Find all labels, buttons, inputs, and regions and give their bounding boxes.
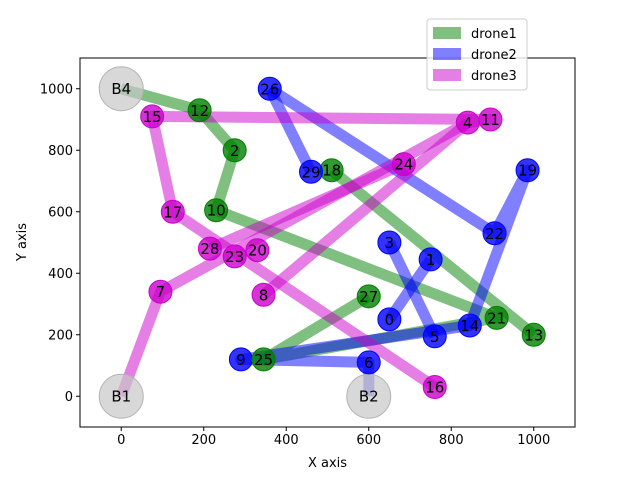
plot-frame — [79, 57, 576, 428]
node-label-6: 6 — [364, 354, 374, 372]
node-marker-12 — [187, 98, 212, 123]
node-label-11: 11 — [481, 111, 500, 129]
route-drone2-2 — [264, 86, 316, 175]
base-label-b4: B4 — [111, 80, 131, 98]
x-axis-label: X axis — [308, 456, 347, 471]
node-marker-19 — [515, 158, 540, 183]
route-drone3-8 — [260, 118, 472, 300]
y-tick-label-0: 0 — [65, 390, 73, 405]
node-label-7: 7 — [156, 283, 166, 301]
y-tick-label-1000: 1000 — [40, 82, 73, 97]
node-marker-2 — [222, 138, 247, 163]
node-marker-29 — [299, 159, 323, 184]
legend: drone1 drone2 drone3 — [426, 18, 528, 91]
node-marker-13 — [521, 322, 546, 347]
node-marker-6 — [356, 350, 381, 375]
x-tick-label-600: 600 — [356, 433, 381, 448]
node-label-10: 10 — [207, 202, 226, 220]
node-marker-24 — [391, 152, 416, 177]
legend-swatch-drone1 — [433, 27, 461, 39]
node-label-22: 22 — [485, 225, 504, 243]
bases-layer: B4 B1 B2 — [98, 66, 392, 419]
route-drone3-7 — [207, 159, 406, 254]
node-marker-10 — [204, 198, 229, 223]
x-tick-label-0: 0 — [117, 433, 125, 448]
node-marker-7 — [148, 279, 173, 304]
node-label-25: 25 — [254, 351, 273, 369]
y-tick-label-800: 800 — [48, 144, 73, 159]
legend-label-drone1: drone1 — [471, 27, 517, 42]
node-marker-20 — [245, 238, 270, 263]
node-marker-1 — [418, 247, 443, 272]
node-marker-11 — [478, 107, 503, 132]
y-tick-label-200: 200 — [48, 328, 73, 343]
node-marker-25 — [251, 347, 276, 372]
y-ticks: 0 200 400 600 800 1000 — [40, 82, 80, 405]
base-marker-b4 — [98, 66, 144, 112]
node-label-15: 15 — [143, 108, 162, 126]
node-marker-26 — [257, 76, 282, 101]
node-marker-17 — [160, 199, 185, 224]
node-marker-16 — [422, 375, 447, 400]
node-label-18: 18 — [322, 162, 341, 180]
node-marker-21 — [484, 305, 509, 330]
node-label-29: 29 — [301, 163, 320, 181]
base-label-b2: B2 — [359, 387, 379, 405]
node-label-28: 28 — [200, 240, 219, 258]
legend-label-drone2: drone2 — [471, 48, 517, 63]
node-marker-8 — [251, 282, 276, 307]
x-tick-label-800: 800 — [439, 433, 464, 448]
node-label-12: 12 — [190, 102, 209, 120]
node-marker-22 — [482, 221, 507, 246]
x-tick-label-1000: 1000 — [517, 433, 550, 448]
node-label-27: 27 — [359, 288, 378, 306]
node-label-20: 20 — [248, 242, 267, 260]
x-ticks: 0 200 400 600 800 1000 — [117, 427, 550, 448]
base-marker-b1 — [98, 373, 144, 419]
base-label-b1: B1 — [111, 387, 131, 405]
legend-label-drone3: drone3 — [471, 69, 517, 84]
node-label-2: 2 — [230, 142, 240, 160]
x-tick-label-400: 400 — [274, 433, 299, 448]
y-axis-label: Y axis — [15, 223, 30, 262]
node-marker-14 — [457, 313, 482, 338]
legend-swatch-drone2 — [433, 48, 461, 60]
node-label-4: 4 — [463, 114, 473, 132]
node-label-26: 26 — [260, 80, 279, 98]
node-label-8: 8 — [259, 286, 269, 304]
node-marker-3 — [377, 230, 402, 255]
node-label-16: 16 — [425, 379, 444, 397]
node-label-23: 23 — [225, 248, 244, 266]
node-label-19: 19 — [518, 162, 537, 180]
node-label-17: 17 — [163, 203, 182, 221]
node-marker-15 — [140, 104, 165, 129]
route-drone2-5 — [384, 256, 436, 323]
node-marker-27 — [356, 284, 381, 309]
node-label-3: 3 — [385, 234, 395, 252]
node-label-14: 14 — [460, 317, 479, 335]
node-marker-5 — [422, 324, 447, 349]
node-marker-23 — [222, 244, 247, 269]
node-label-9: 9 — [236, 351, 246, 369]
node-label-5: 5 — [430, 328, 440, 346]
node-label-0: 0 — [385, 311, 395, 329]
y-tick-label-600: 600 — [48, 205, 73, 220]
node-label-21: 21 — [487, 309, 506, 327]
y-tick-label-400: 400 — [48, 267, 73, 282]
node-label-1: 1 — [426, 251, 436, 269]
node-label-13: 13 — [524, 326, 543, 344]
x-tick-label-200: 200 — [191, 433, 216, 448]
node-marker-28 — [197, 236, 222, 261]
legend-swatch-drone3 — [433, 69, 461, 81]
node-label-24: 24 — [394, 156, 413, 174]
node-marker-0 — [377, 307, 402, 332]
